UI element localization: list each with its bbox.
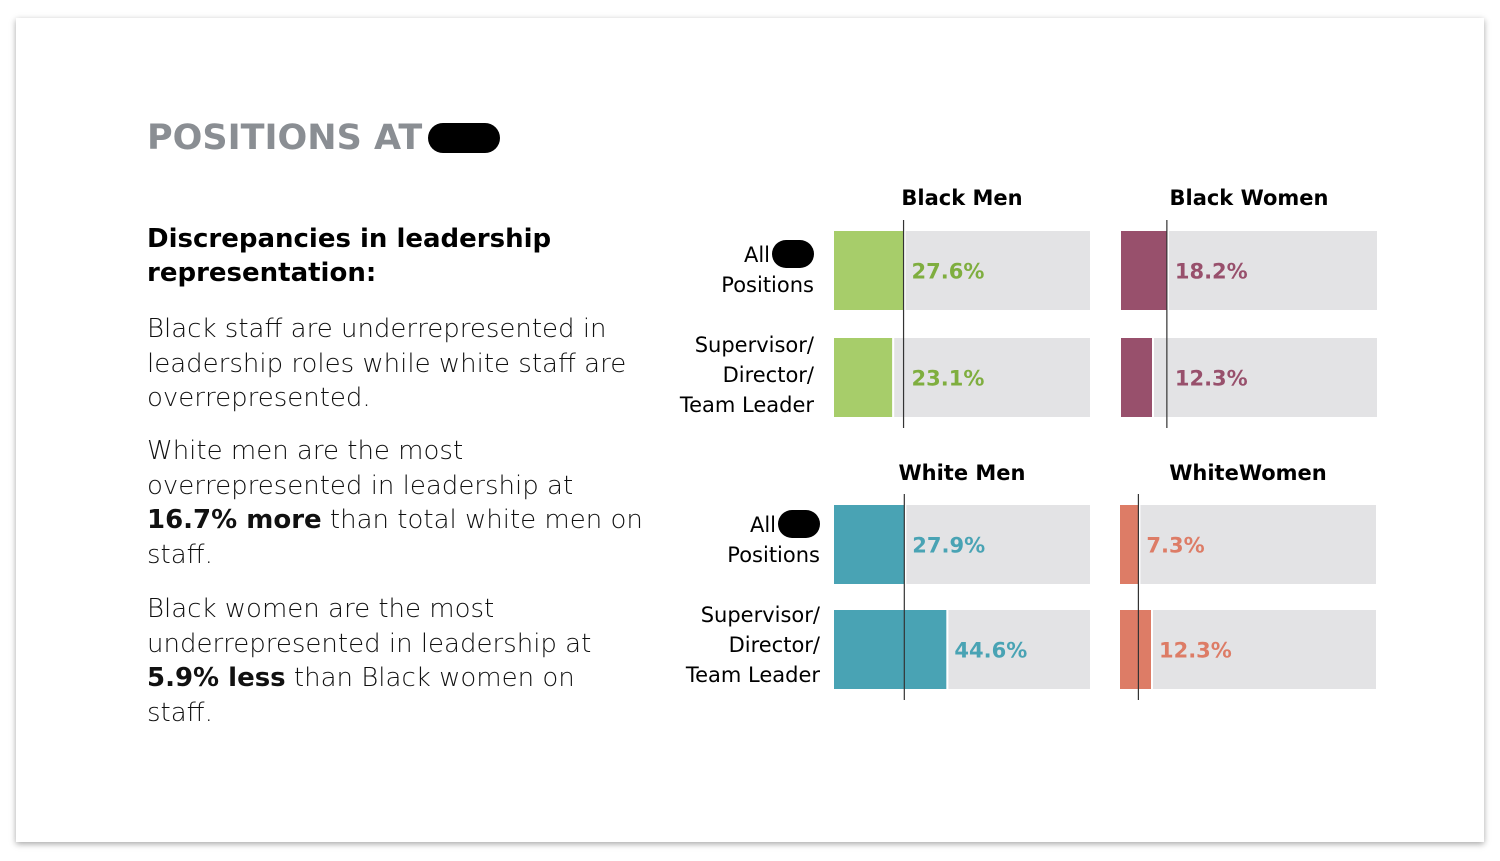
paragraph-white-men: White men are the most overrepresented i… xyxy=(147,436,643,570)
bar-end-black-women-leadership xyxy=(1151,338,1154,417)
bar-white-men-leadership xyxy=(834,610,947,689)
value-label-white-men-all-positions: 27.9% xyxy=(912,534,985,558)
track-white-women-leadership xyxy=(1120,610,1376,689)
chart-title-black-men: Black Men xyxy=(901,186,1023,210)
chart-title-black-women: Black Women xyxy=(1169,186,1329,210)
value-label-black-women-leadership: 12.3% xyxy=(1175,367,1248,391)
row-label-leadership-bottom: Supervisor/ Director/ Team Leader xyxy=(685,603,820,687)
chart-title-white-men: White Men xyxy=(898,461,1026,485)
bar-white-women-all-positions xyxy=(1120,505,1139,584)
bar-end-black-men-all-positions xyxy=(903,231,906,310)
bar-black-men-all-positions xyxy=(834,231,904,310)
value-label-black-men-leadership: 23.1% xyxy=(912,367,985,391)
bar-end-white-men-leadership xyxy=(946,610,949,689)
bar-black-men-leadership xyxy=(834,338,893,417)
bar-end-white-women-all-positions xyxy=(1138,505,1141,584)
row-label-leadership-top: Supervisor/ Director/ Team Leader xyxy=(679,333,814,417)
highlight-white-men: 16.7% more xyxy=(147,505,322,535)
bar-end-black-women-all-positions xyxy=(1166,231,1169,310)
bar-black-women-all-positions xyxy=(1121,231,1167,310)
value-label-black-men-all-positions: 27.6% xyxy=(912,260,985,284)
paragraph-black-staff: Black staff are underrepresented in lead… xyxy=(147,314,627,413)
row-label-all-positions-top: All Positions xyxy=(634,240,814,300)
value-label-white-women-all-positions: 7.3% xyxy=(1146,534,1204,558)
slide xyxy=(16,18,1484,842)
chart-title-white-women: WhiteWomen xyxy=(1169,461,1327,485)
bar-black-women-leadership xyxy=(1121,338,1152,417)
subheading: Discrepancies in leadership representati… xyxy=(147,224,552,288)
value-label-white-women-leadership: 12.3% xyxy=(1159,639,1232,663)
bar-end-white-men-all-positions xyxy=(904,505,907,584)
bar-white-women-leadership xyxy=(1120,610,1151,689)
redaction-mark xyxy=(772,240,814,268)
bar-end-black-men-leadership xyxy=(892,338,895,417)
bar-end-white-women-leadership xyxy=(1150,610,1153,689)
redaction-mark xyxy=(428,123,501,153)
bar-white-men-all-positions xyxy=(834,505,905,584)
value-label-black-women-all-positions: 18.2% xyxy=(1175,260,1248,284)
page-title: POSITIONS AT xyxy=(147,118,501,158)
highlight-black-women: 5.9% less xyxy=(147,663,286,693)
paragraph-black-women: Black women are the most underrepresente… xyxy=(147,594,592,728)
row-label-all-positions-bottom: All Positions xyxy=(640,510,820,570)
redaction-mark xyxy=(778,510,820,538)
track-white-women-all-positions xyxy=(1120,505,1376,584)
value-label-white-men-leadership: 44.6% xyxy=(954,639,1027,663)
track-black-women-leadership xyxy=(1121,338,1377,417)
